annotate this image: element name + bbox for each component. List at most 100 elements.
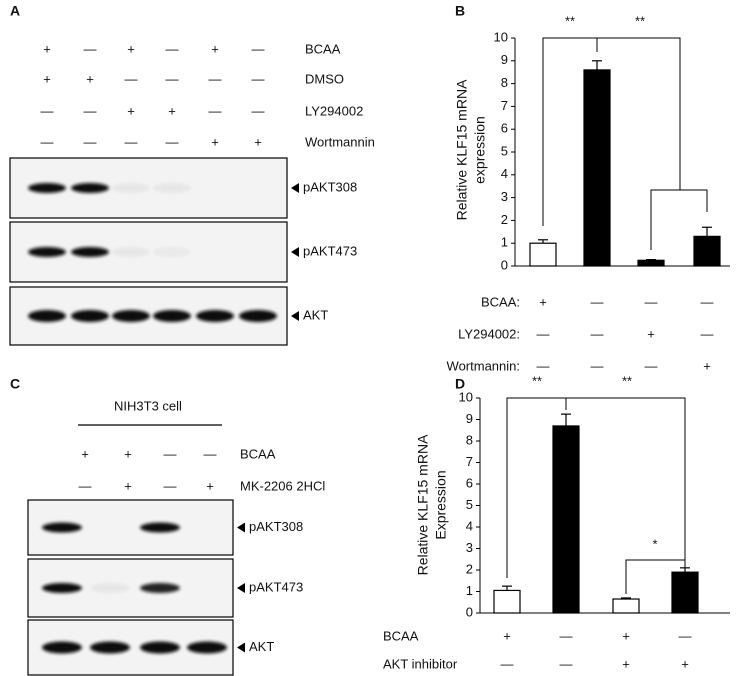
bar [552,425,580,614]
y-tick-label: 7 [466,454,473,469]
treatment-sign: + [206,478,214,493]
treatment-sign: — [41,134,54,149]
treatment-label: Wortmannin [305,134,375,149]
treatment-sign: — [84,134,97,149]
condition-sign: + [681,656,689,671]
condition-sign: — [591,326,604,341]
blot-band [112,183,150,193]
condition-sign: + [622,628,630,643]
condition-label: BCAA [383,628,419,643]
y-tick-label: 9 [466,411,473,426]
blot-band [153,247,191,257]
treatment-sign: — [164,446,177,461]
condition-label: BCAA: [481,294,520,309]
y-axis-label: Expression [433,470,449,539]
significance-mark: ** [532,373,542,388]
treatment-sign: + [127,41,135,56]
band-arrow [291,311,299,321]
bar [637,259,665,267]
condition-sign: + [703,358,711,373]
blot-band [140,583,180,593]
y-tick-label: 1 [501,235,508,250]
band-arrow [291,183,299,193]
treatment-sign: + [86,71,94,86]
treatment-sign: — [209,71,222,86]
condition-sign: — [560,628,573,643]
treatment-sign: + [43,71,51,86]
treatment-sign: — [125,134,138,149]
y-tick-label: 0 [501,257,508,272]
treatment-sign: — [41,103,54,118]
significance-bracket [542,37,598,226]
blot-band [112,310,150,322]
treatment-sign: — [166,71,179,86]
treatment-sign: — [84,103,97,118]
treatment-label: DMSO [305,71,344,86]
y-tick-label: 4 [501,166,508,181]
significance-bracket [650,189,708,250]
bar [529,242,557,267]
treatment-label: BCAA [305,41,341,56]
band-label: pAKT308 [303,179,357,194]
bar [612,598,640,614]
blot-membrane [27,558,234,618]
blot-band [42,522,82,533]
treatment-sign: — [164,478,177,493]
blot-band [153,310,191,322]
panel-label: B [455,3,465,19]
condition-sign: — [560,656,573,671]
treatment-sign: — [209,103,222,118]
band-label: AKT [249,639,274,654]
bar [693,235,721,267]
y-tick-label: 1 [466,583,473,598]
condition-sign: + [503,628,511,643]
treatment-sign: — [125,71,138,86]
condition-sign: — [591,358,604,373]
condition-label: LY294002: [458,326,520,341]
condition-sign: + [647,326,655,341]
treatment-label: LY294002 [305,103,363,118]
blot-band [90,583,130,593]
blot-band [42,583,82,593]
blot-band [140,522,180,533]
treatment-sign: — [252,41,265,56]
treatment-sign: + [127,103,135,118]
band-arrow [291,247,299,257]
significance-bracket [597,37,681,190]
condition-label: AKT inhibitor [383,656,458,671]
treatment-sign: + [43,41,51,56]
significance-mark: * [652,536,657,551]
condition-sign: — [701,294,714,309]
treatment-sign: + [211,134,219,149]
blot-band [196,310,234,322]
y-tick-label: 3 [466,540,473,555]
treatment-sign: — [79,478,92,493]
band-label: pAKT308 [249,519,303,534]
treatment-label: MK-2206 2HCl [240,478,325,493]
significance-bracket [625,559,686,594]
treatment-sign: — [252,103,265,118]
condition-sign: — [701,326,714,341]
y-tick-label: 7 [501,98,508,113]
condition-sign: — [645,294,658,309]
y-tick-label: 8 [466,432,473,447]
y-axis-label: Relative KLF15 mRNA [454,79,470,220]
blot-band [28,310,66,322]
blot-band [28,247,66,257]
treatment-sign: — [84,41,97,56]
y-tick-label: 0 [466,604,473,619]
bar [583,69,611,267]
significance-mark: ** [635,13,645,28]
blot-band [187,641,227,654]
y-tick-label: 5 [501,143,508,158]
blot-band [42,641,82,654]
treatment-sign: — [166,41,179,56]
condition-sign: + [622,656,630,671]
band-arrow [237,642,245,653]
treatment-sign: + [124,446,132,461]
y-tick-label: 4 [466,518,473,533]
band-arrow [237,522,245,533]
band-arrow [237,583,245,593]
condition-sign: — [501,656,514,671]
